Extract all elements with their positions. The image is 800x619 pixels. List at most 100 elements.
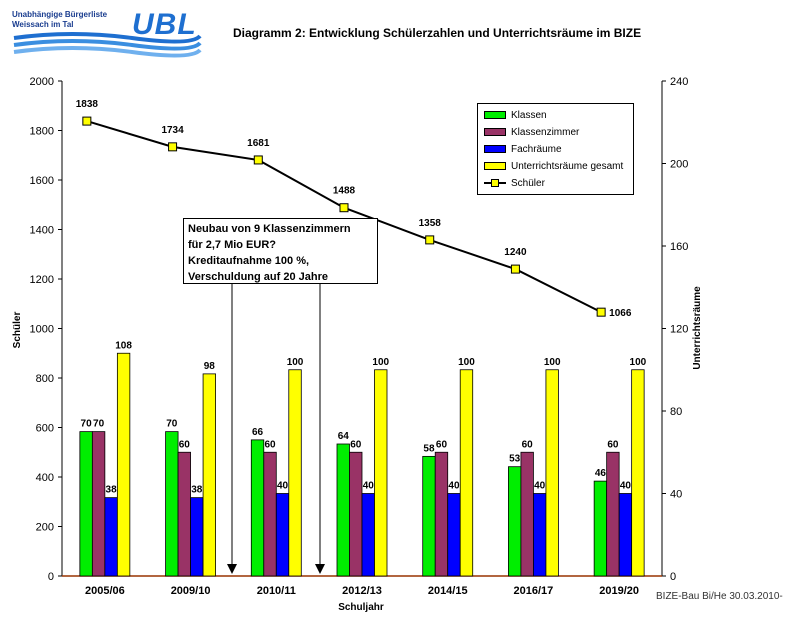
bar-label-klassen: 46 xyxy=(595,468,607,479)
y2-tick-label: 200 xyxy=(670,159,688,171)
y-tick-label: 600 xyxy=(36,423,54,435)
bar-klassenzimmer xyxy=(177,451,191,577)
bar-label-unterricht: 100 xyxy=(630,357,647,368)
x-tick-label: 2009/10 xyxy=(171,585,211,597)
logo-wordmark: UBL xyxy=(132,8,197,41)
bar-label-unterricht: 100 xyxy=(544,357,561,368)
schueler-marker xyxy=(339,203,349,213)
legend-swatch-unterricht xyxy=(484,162,506,170)
bar-unterricht xyxy=(374,369,388,577)
legend-label: Fachräume xyxy=(511,143,562,155)
x-tick-label: 2014/15 xyxy=(428,585,468,597)
legend-label: Unterrichtsräume gesamt xyxy=(511,160,624,172)
y-tick-label: 0 xyxy=(48,571,54,583)
bar-label-klassenzimmer: 60 xyxy=(607,439,619,450)
bar-klassenzimmer xyxy=(263,451,277,577)
schueler-label: 1066 xyxy=(609,308,632,319)
logo-waves-icon xyxy=(13,32,202,58)
logo-line-2: Weissach im Tal xyxy=(12,20,74,29)
bar-unterricht xyxy=(116,352,131,577)
bar-label-unterricht: 98 xyxy=(204,361,216,372)
bar-label-klassen: 70 xyxy=(81,419,93,430)
bar-fachraeume xyxy=(275,493,290,577)
bar-label-unterricht: 100 xyxy=(458,357,475,368)
legend-item-klassen: Klassen xyxy=(484,108,547,122)
bar-label-klassenzimmer: 60 xyxy=(264,439,276,450)
schueler-marker xyxy=(596,307,606,317)
ubl-logo: Unabhängige Bürgerliste Weissach im Tal … xyxy=(12,8,202,58)
bar-label-fachraeume: 40 xyxy=(277,481,289,492)
bar-klassen xyxy=(422,455,436,577)
y2-tick-label: 120 xyxy=(670,324,688,336)
bar-label-klassenzimmer: 60 xyxy=(522,439,534,450)
y-tick-label: 1400 xyxy=(30,225,54,237)
x-tick-label: 2012/13 xyxy=(342,585,382,597)
bar-klassen xyxy=(250,439,265,577)
legend-swatch-klassenzimmer xyxy=(484,128,506,136)
bar-label-klassenzimmer: 60 xyxy=(436,439,448,450)
bar-label-fachraeume: 38 xyxy=(106,485,118,496)
bar-label-fachraeume: 40 xyxy=(448,481,460,492)
bar-klassenzimmer xyxy=(349,451,363,577)
legend-label: Klassenzimmer xyxy=(511,126,580,138)
x-tick-label: 2010/11 xyxy=(257,585,296,597)
bar-unterricht xyxy=(288,369,302,577)
legend-item-fachraeume: Fachräume xyxy=(484,142,562,156)
y2-tick-label: 40 xyxy=(670,489,682,501)
bar-label-fachraeume: 40 xyxy=(363,481,375,492)
bar-fachraeume xyxy=(104,497,118,577)
bar-fachraeume xyxy=(361,493,375,577)
y2-tick-label: 240 xyxy=(670,76,688,88)
x-tick-label: 2005/06 xyxy=(85,585,125,597)
logo-line-1: Unabhängige Bürgerliste xyxy=(12,10,108,19)
bar-unterricht xyxy=(202,373,216,577)
bar-klassen xyxy=(165,431,179,577)
y-tick-label: 2000 xyxy=(30,76,54,88)
bar-fachraeume xyxy=(533,493,547,577)
bar-label-klassen: 64 xyxy=(338,431,350,442)
schueler-label: 1838 xyxy=(76,99,99,110)
legend-item-schueler: Schüler xyxy=(484,176,545,190)
bar-label-fachraeume: 40 xyxy=(620,481,632,492)
bar-klassenzimmer xyxy=(91,431,106,577)
schueler-label: 1734 xyxy=(161,125,184,136)
bar-klassen xyxy=(79,431,93,577)
annotation-line: Verschuldung auf 20 Jahre xyxy=(188,271,328,283)
schueler-marker xyxy=(168,142,178,152)
legend-label: Schüler xyxy=(511,177,545,189)
footer-note: BIZE-Bau Bi/He 30.03.2010- xyxy=(656,591,783,602)
bar-label-unterricht: 108 xyxy=(115,340,132,351)
bar-unterricht xyxy=(631,369,645,577)
y-axis-title: Schüler xyxy=(12,312,23,349)
bar-fachraeume xyxy=(190,497,204,577)
bar-klassenzimmer xyxy=(520,451,534,577)
y2-axis-title: Unterrichtsräume xyxy=(692,286,703,370)
bar-label-klassen: 58 xyxy=(423,443,435,454)
y-tick-label: 1600 xyxy=(30,175,54,187)
bar-label-fachraeume: 38 xyxy=(191,485,203,496)
y-tick-label: 400 xyxy=(36,472,54,484)
bar-unterricht xyxy=(459,369,474,577)
legend-item-unterricht: Unterrichtsräume gesamt xyxy=(484,159,623,173)
annotation-line: Neubau von 9 Klassenzimmern xyxy=(188,223,351,235)
bar-klassen xyxy=(593,480,608,577)
schueler-label: 1681 xyxy=(247,138,270,149)
schueler-marker xyxy=(425,235,435,245)
legend-marker-schueler xyxy=(484,179,506,187)
schueler-marker xyxy=(510,264,520,274)
bar-label-klassenzimmer: 60 xyxy=(350,439,362,450)
bar-fachraeume xyxy=(447,493,461,577)
y2-tick-label: 160 xyxy=(670,241,688,253)
bar-label-klassenzimmer: 60 xyxy=(179,439,191,450)
bar-label-klassenzimmer: 70 xyxy=(93,419,105,430)
annotation-arrowhead xyxy=(315,564,325,574)
bar-label-unterricht: 100 xyxy=(372,357,389,368)
bar-klassenzimmer xyxy=(434,451,449,577)
schueler-marker xyxy=(253,155,263,165)
schueler-label: 1240 xyxy=(504,247,527,258)
bar-label-klassen: 53 xyxy=(509,454,521,465)
chart-legend: Klassen Klassenzimmer Fachräume Unterric… xyxy=(477,103,634,195)
schueler-label: 1488 xyxy=(333,186,356,197)
y-tick-label: 200 xyxy=(36,522,54,534)
